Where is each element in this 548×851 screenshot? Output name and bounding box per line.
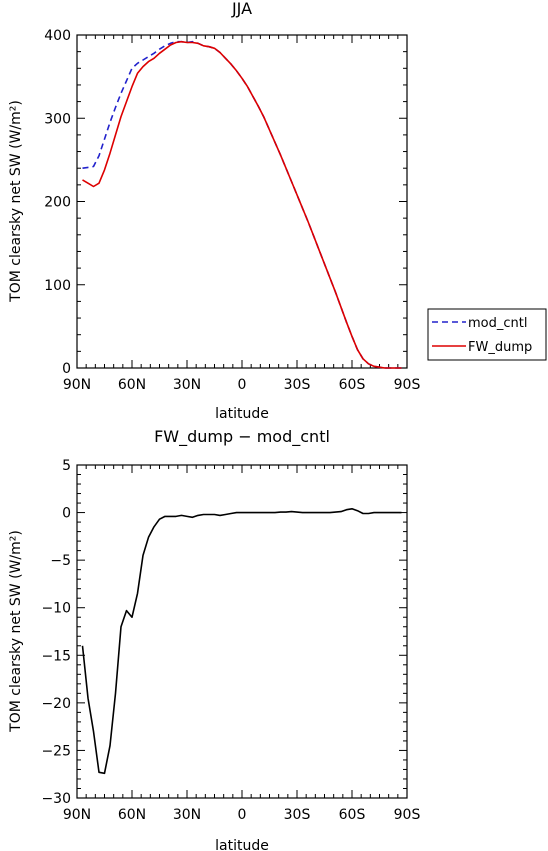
bottom-y-tick-label: −15 bbox=[41, 648, 71, 664]
bottom-chart-frame bbox=[76, 464, 408, 799]
top-x-tick-label: 30N bbox=[173, 377, 201, 393]
top-series-line-fw-dump bbox=[82, 40, 402, 369]
bottom-y-tick-label: −20 bbox=[41, 696, 71, 712]
bottom-series-line-0 bbox=[81, 507, 402, 775]
top-chart-title: JJA bbox=[231, 0, 252, 18]
top-y-tick-label: 400 bbox=[44, 28, 71, 44]
bottom-y-tick-label: 0 bbox=[62, 506, 71, 522]
bottom-chart-xlabel: latitude bbox=[215, 838, 269, 851]
bottom-chart-ylabel: TOM clearsky net SW (W/m²) bbox=[8, 530, 24, 733]
top-y-tick-label: 100 bbox=[44, 278, 71, 294]
top-chart-ylabel: TOM clearsky net SW (W/m²) bbox=[8, 100, 24, 303]
bottom-x-tick-label: 90S bbox=[394, 807, 421, 823]
top-x-tick-label: 60S bbox=[339, 377, 366, 393]
bottom-chart-panel: FW_dump − mod_cntl latitude TOM clearsky… bbox=[8, 427, 420, 851]
bottom-y-tick-label: −25 bbox=[41, 743, 71, 759]
bottom-y-tick-label: −5 bbox=[50, 553, 71, 569]
bottom-y-tick-label: −30 bbox=[41, 791, 71, 807]
bottom-x-tick-label: 60N bbox=[118, 807, 146, 823]
bottom-x-tick-label: 30S bbox=[284, 807, 311, 823]
top-x-tick-label: 30S bbox=[284, 377, 311, 393]
top-y-tick-label: 0 bbox=[62, 361, 71, 377]
top-chart-frame bbox=[76, 34, 408, 369]
bottom-x-tick-label: 30N bbox=[173, 807, 201, 823]
legend-label-mod-cntl: mod_cntl bbox=[468, 316, 527, 331]
bottom-x-tick-label: 90N bbox=[63, 807, 91, 823]
legend-frame bbox=[427, 308, 547, 361]
top-y-tick-label: 300 bbox=[44, 111, 71, 127]
bottom-chart-title: FW_dump − mod_cntl bbox=[154, 427, 330, 447]
bottom-x-tick-label: 0 bbox=[238, 807, 247, 823]
legend-label-fw-dump: FW_dump bbox=[468, 340, 532, 355]
bottom-y-tick-label: −10 bbox=[41, 601, 71, 617]
top-x-tick-label: 90N bbox=[63, 377, 91, 393]
top-x-tick-label: 0 bbox=[238, 377, 247, 393]
bottom-y-tick-label: 5 bbox=[62, 458, 71, 474]
top-chart-panel: JJA latitude TOM clearsky net SW (W/m²) … bbox=[8, 0, 420, 422]
top-chart-xlabel: latitude bbox=[215, 406, 269, 422]
top-series-line-mod-cntl bbox=[82, 40, 402, 369]
top-y-tick-label: 200 bbox=[44, 195, 71, 211]
bottom-x-tick-label: 60S bbox=[339, 807, 366, 823]
top-x-tick-label: 90S bbox=[394, 377, 421, 393]
top-x-tick-label: 60N bbox=[118, 377, 146, 393]
top-chart-legend: mod_cntl FW_dump bbox=[427, 308, 547, 361]
